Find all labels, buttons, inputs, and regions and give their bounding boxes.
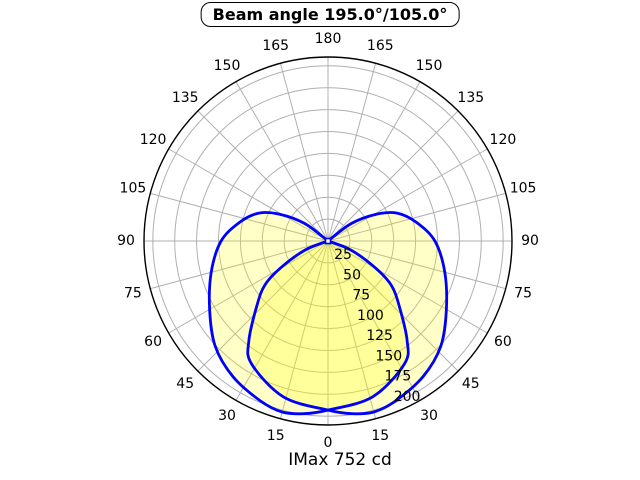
angle-tick-label: 135 (172, 90, 199, 106)
grid-spoke (197, 110, 329, 242)
radial-tick-label: 175 (385, 369, 412, 385)
grid-spoke (327, 81, 421, 242)
angle-tick-label: 90 (521, 233, 539, 249)
grid-spoke (279, 63, 329, 242)
radial-tick-label: 200 (394, 389, 421, 405)
grid-spoke (327, 192, 506, 242)
angle-tick-label: 180 (315, 31, 342, 47)
imax-label: IMax 752 cd (288, 450, 392, 470)
grid-spoke (327, 148, 488, 242)
angle-tick-label: 105 (510, 181, 537, 197)
outer-axis-circle (143, 56, 513, 426)
grid-spoke (327, 240, 421, 401)
grid-spoke (327, 110, 459, 242)
grid-spoke (327, 63, 377, 242)
angle-tick-label: 120 (140, 132, 167, 148)
grid-spoke (197, 240, 329, 372)
angle-tick-label: 45 (176, 376, 194, 392)
radial-tick-label: 25 (334, 247, 352, 263)
angle-tick-label: 0 (324, 435, 333, 451)
grid-spoke (327, 240, 377, 419)
radial-tick-label: 125 (366, 328, 393, 344)
angle-tick-label: 165 (367, 38, 394, 54)
origin-marker (324, 237, 332, 245)
grid-spoke (327, 240, 488, 334)
grid-spoke (168, 148, 329, 242)
beam-lobe-right-curve (246, 211, 449, 416)
angle-tick-label: 15 (267, 428, 285, 444)
grid-spoke (327, 240, 459, 372)
angle-tick-label: 45 (462, 376, 480, 392)
angle-tick-label: 75 (514, 285, 532, 301)
radial-tick-label: 150 (375, 348, 402, 364)
angle-tick-label: 105 (120, 181, 147, 197)
beam-lobe-left-curve (207, 211, 410, 416)
angle-tick-label: 150 (214, 58, 241, 74)
grid-spoke (235, 81, 329, 242)
grid-spoke (150, 192, 329, 242)
angle-tick-label: 30 (218, 408, 236, 424)
radial-tick-label: 100 (357, 308, 384, 324)
beam-lobe-left-fill (209, 212, 409, 414)
grid-spoke (327, 240, 506, 290)
angle-tick-label: 90 (117, 233, 135, 249)
chart-title: Beam angle 195.0°/105.0° (200, 2, 460, 27)
beam-lobe-right-fill (247, 212, 447, 414)
angle-tick-label: 15 (371, 428, 389, 444)
angle-tick-label: 135 (457, 90, 484, 106)
radial-tick-label: 75 (352, 288, 370, 304)
angle-tick-label: 30 (420, 408, 438, 424)
angle-tick-label: 75 (124, 285, 142, 301)
grid-spoke (235, 240, 329, 401)
grid-spoke (150, 240, 329, 290)
angle-tick-label: 120 (490, 132, 517, 148)
angle-tick-label: 150 (416, 58, 443, 74)
angle-tick-label: 165 (262, 38, 289, 54)
radial-tick-label: 50 (343, 267, 361, 283)
angle-tick-label: 60 (494, 334, 512, 350)
grid-spoke (279, 240, 329, 419)
angle-tick-label: 60 (144, 334, 162, 350)
grid-spoke (168, 240, 329, 334)
